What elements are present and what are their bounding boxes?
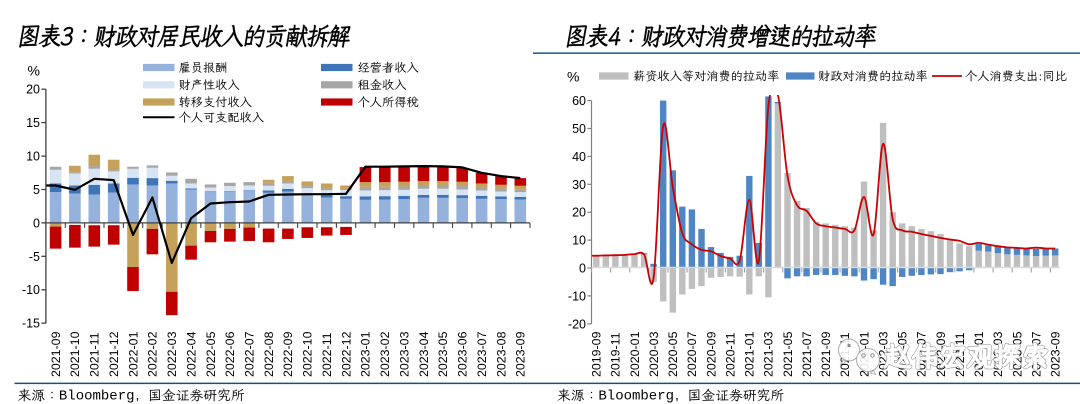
- svg-text:50: 50: [572, 122, 586, 136]
- svg-text:2020-07: 2020-07: [685, 331, 699, 377]
- svg-text:0: 0: [579, 262, 586, 276]
- svg-text:2021-09: 2021-09: [819, 331, 833, 377]
- svg-text:2022-04: 2022-04: [184, 331, 198, 377]
- svg-text:-20: -20: [568, 317, 586, 331]
- svg-text:2022-10: 2022-10: [301, 331, 315, 377]
- svg-text:40: 40: [572, 150, 586, 164]
- svg-text:2020-11: 2020-11: [723, 332, 737, 377]
- svg-text:2023-02: 2023-02: [378, 331, 392, 377]
- svg-text:2023-04: 2023-04: [417, 331, 431, 377]
- svg-text:2022-08: 2022-08: [262, 331, 276, 377]
- svg-text:2023-01: 2023-01: [359, 331, 373, 377]
- svg-text:2020-01: 2020-01: [628, 331, 642, 377]
- svg-text:2022-07: 2022-07: [243, 331, 257, 377]
- svg-text:2019-11: 2019-11: [609, 332, 623, 377]
- svg-text:2023-05: 2023-05: [436, 331, 450, 377]
- svg-text:2023-03: 2023-03: [397, 331, 411, 377]
- svg-text:2021-10: 2021-10: [68, 331, 82, 377]
- svg-text:-15: -15: [22, 317, 40, 331]
- svg-text:%: %: [28, 63, 40, 79]
- svg-text:2023-09: 2023-09: [1049, 331, 1063, 377]
- svg-text:2021-01: 2021-01: [743, 331, 757, 377]
- svg-text:,: ,: [136, 387, 140, 403]
- svg-text:Bloomberg: Bloomberg: [59, 389, 135, 404]
- svg-text:60: 60: [572, 94, 586, 108]
- svg-text:2020-09: 2020-09: [704, 331, 718, 377]
- svg-text:2022-03: 2022-03: [165, 331, 179, 377]
- svg-text:-10: -10: [22, 283, 40, 297]
- svg-text:-5: -5: [29, 250, 40, 264]
- svg-text:10: 10: [572, 234, 586, 248]
- svg-text:2022-06: 2022-06: [223, 331, 237, 377]
- svg-text:20: 20: [26, 83, 40, 97]
- svg-text:2022-02: 2022-02: [146, 331, 160, 377]
- svg-text:2022-12: 2022-12: [339, 331, 353, 377]
- svg-text:2022-11: 2022-11: [320, 332, 334, 377]
- svg-text:-10: -10: [568, 289, 586, 303]
- svg-text:2019-09: 2019-09: [590, 331, 604, 377]
- svg-text:2021-09: 2021-09: [49, 331, 63, 377]
- svg-text:10: 10: [26, 150, 40, 164]
- svg-text:2023-09: 2023-09: [514, 331, 528, 377]
- svg-text:2023-08: 2023-08: [494, 331, 508, 377]
- svg-text:20: 20: [572, 206, 586, 220]
- svg-text:2022-05: 2022-05: [204, 331, 218, 377]
- svg-text:15: 15: [26, 116, 40, 130]
- svg-text:%: %: [567, 69, 579, 85]
- svg-text:2023-06: 2023-06: [456, 331, 470, 377]
- svg-text:Bloomberg: Bloomberg: [598, 389, 674, 404]
- svg-text:30: 30: [572, 178, 586, 192]
- svg-text:2020-05: 2020-05: [666, 331, 680, 377]
- svg-text:2022-09: 2022-09: [281, 331, 295, 377]
- svg-text:2021-07: 2021-07: [800, 331, 814, 377]
- svg-text:2021-12: 2021-12: [107, 331, 121, 377]
- svg-text:2022-01: 2022-01: [126, 331, 140, 377]
- svg-text:,: ,: [675, 387, 679, 403]
- svg-text:2023-07: 2023-07: [475, 331, 489, 377]
- svg-text:0: 0: [33, 216, 40, 230]
- svg-text:5: 5: [33, 183, 40, 197]
- svg-text:2020-03: 2020-03: [647, 331, 661, 377]
- svg-text:2021-05: 2021-05: [781, 331, 795, 377]
- svg-text:2021-03: 2021-03: [762, 331, 776, 377]
- svg-text:2021-11: 2021-11: [88, 332, 102, 377]
